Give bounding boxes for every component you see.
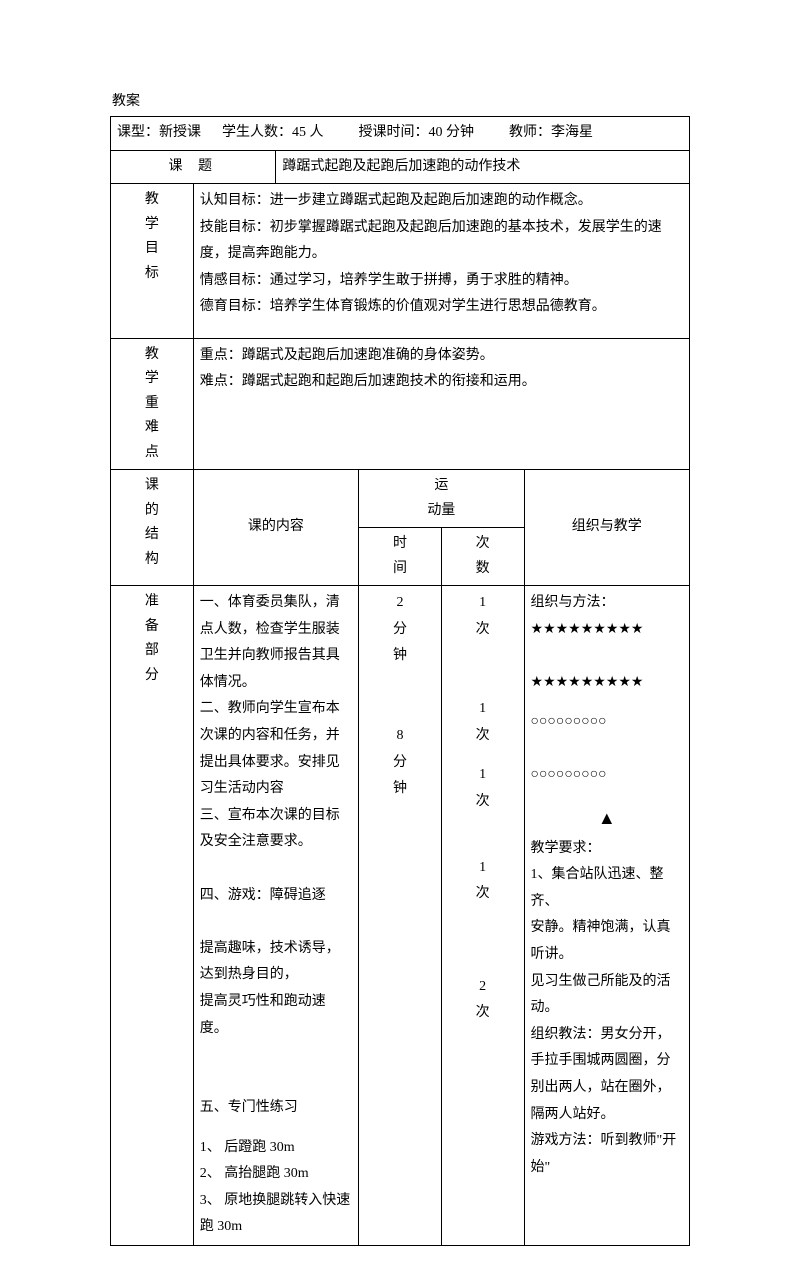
header-row: 课型：新授课 学生人数：45 人 授课时间：40 分钟 教师：李海星 [111, 117, 690, 151]
prep-side-label: 准 备 部 分 [111, 586, 194, 1246]
goals-side-label: 教 学 目 标 [111, 184, 194, 339]
keypoints-row: 教 学 重 难 点 重点：蹲踞式及起跑后加速跑准确的身体姿势。 难点：蹲踞式起跑… [111, 338, 690, 470]
req-title: 教学要求： [531, 836, 683, 863]
req-1: 1、集合站队迅速、整齐、 [531, 862, 683, 915]
class-time: 40 分钟 [429, 125, 475, 140]
topic-row: 课 题 蹲踞式起跑及起跑后加速跑的动作技术 [111, 150, 690, 184]
prep-org: 组织与方法： ★★★★★★★★★ ★★★★★★★★★ ○○○○○○○○○ ○○○… [524, 586, 689, 1246]
student-count-label: 学生人数： [222, 125, 292, 140]
circles-row-2: ○○○○○○○○○ [531, 762, 683, 789]
class-type: 新授课 [159, 125, 201, 140]
exercise-label: 运 动量 [359, 470, 524, 528]
prep-count: 1 次 1 次 1 次 1 次 2 次 [441, 586, 524, 1246]
header-cell: 课型：新授课 学生人数：45 人 授课时间：40 分钟 教师：李海星 [111, 117, 690, 151]
goal-moral: 德育目标：培养学生体育锻炼的价值观对学生进行思想品德教育。 [200, 294, 683, 321]
class-time-label: 授课时间： [359, 125, 429, 140]
document-title: 教案 [112, 90, 690, 110]
student-count: 45 人 [292, 125, 324, 140]
prep-line-2: 二、教师向学生宣布本次课的内容和任务，并提出具体要求。安排见习生活动内容 [200, 696, 352, 802]
count-label: 次 数 [441, 528, 524, 586]
time-label: 时 间 [359, 528, 442, 586]
org-label: 组织与教学 [524, 470, 689, 586]
goal-cognitive: 认知目标：进一步建立蹲踞式起跑及起跑后加速跑的动作概念。 [200, 188, 683, 215]
prep-line-4: 四、游戏：障碍追逐 [200, 883, 352, 910]
keypoint-difficulty: 难点：蹲踞式起跑和起跑后加速跑技术的衔接和运用。 [200, 369, 683, 396]
prep-line-6: 提高灵巧性和跑动速度。 [200, 989, 352, 1042]
teacher-name: 李海星 [551, 125, 593, 140]
doc-title-text: 教案 [112, 94, 140, 109]
stars-row-2: ★★★★★★★★★ [531, 670, 683, 697]
prep-exercise-1: 1、 后蹬跑 30m [200, 1135, 352, 1162]
req-2: 安静。精神饱满，认真听讲。 [531, 915, 683, 968]
req-5: 游戏方法：听到教师"开始" [531, 1128, 683, 1181]
prep-row: 准 备 部 分 一、体育委员集队，清点人数，检查学生服装卫生并向教师报告其具体情… [111, 586, 690, 1246]
triangle-icon: ▲ [531, 801, 683, 835]
keypoint-focus: 重点：蹲踞式及起跑后加速跑准确的身体姿势。 [200, 343, 683, 370]
prep-line-3: 三、宣布本次课的目标及安全注意要求。 [200, 803, 352, 856]
lesson-plan-table: 课型：新授课 学生人数：45 人 授课时间：40 分钟 教师：李海星 课 题 蹲… [110, 116, 690, 1246]
prep-content: 一、体育委员集队，清点人数，检查学生服装卫生并向教师报告其具体情况。 二、教师向… [193, 586, 358, 1246]
prep-time: 2 分 钟 8 分 钟 [359, 586, 442, 1246]
structure-header-row-1: 课 的 结 构 课的内容 运 动量 组织与教学 [111, 470, 690, 528]
prep-exercise-3: 3、 原地换腿跳转入快速跑 30m [200, 1188, 352, 1241]
keypoints-content: 重点：蹲踞式及起跑后加速跑准确的身体姿势。 难点：蹲踞式起跑和起跑后加速跑技术的… [193, 338, 689, 470]
topic-label: 课 题 [111, 150, 276, 184]
req-3: 见习生做己所能及的活动。 [531, 969, 683, 1022]
prep-line-7: 五、专门性练习 [200, 1095, 352, 1122]
goal-emotion: 情感目标：通过学习，培养学生敢于拼搏，勇于求胜的精神。 [200, 268, 683, 295]
class-type-label: 课型： [117, 125, 159, 140]
teacher-label: 教师： [509, 125, 551, 140]
goal-skill: 技能目标：初步掌握蹲踞式起跑及起跑后加速跑的基本技术，发展学生的速度，提高奔跑能… [200, 215, 683, 268]
goals-content: 认知目标：进一步建立蹲踞式起跑及起跑后加速跑的动作概念。 技能目标：初步掌握蹲踞… [193, 184, 689, 339]
prep-exercise-2: 2、 高抬腿跑 30m [200, 1161, 352, 1188]
org-title: 组织与方法： [531, 590, 683, 617]
goals-row: 教 学 目 标 认知目标：进一步建立蹲踞式起跑及起跑后加速跑的动作概念。 技能目… [111, 184, 690, 339]
topic-value: 蹲踞式起跑及起跑后加速跑的动作技术 [276, 150, 690, 184]
circles-row-1: ○○○○○○○○○ [531, 709, 683, 736]
req-4: 组织教法：男女分开，手拉手围城两圆圈，分别出两人，站在圈外，隔两人站好。 [531, 1022, 683, 1128]
structure-side-label: 课 的 结 构 [111, 470, 194, 586]
stars-row-1: ★★★★★★★★★ [531, 617, 683, 644]
prep-line-1: 一、体育委员集队，清点人数，检查学生服装卫生并向教师报告其具体情况。 [200, 590, 352, 696]
keypoints-side-label: 教 学 重 难 点 [111, 338, 194, 470]
content-label: 课的内容 [193, 470, 358, 586]
prep-line-5: 提高趣味，技术诱导，达到热身目的， [200, 936, 352, 989]
